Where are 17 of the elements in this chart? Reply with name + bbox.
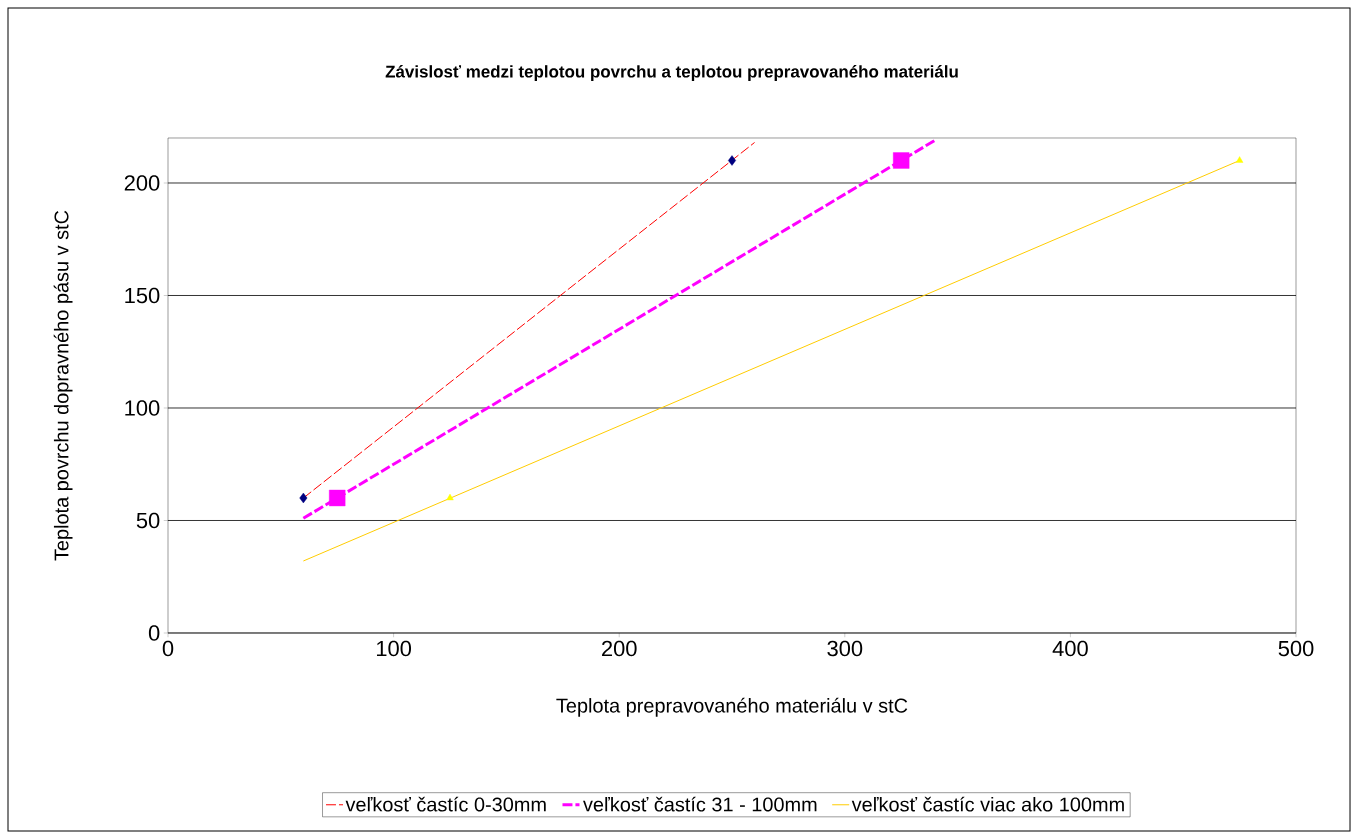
x-tick-label: 400 bbox=[1052, 640, 1088, 657]
y-tick-label: 100 bbox=[125, 400, 160, 416]
x-tick-label: 300 bbox=[827, 640, 863, 657]
y-tick-label: 200 bbox=[124, 175, 160, 191]
x-tick-label: 0 bbox=[162, 640, 174, 657]
y-tick-label: 50 bbox=[136, 512, 160, 529]
y-tick-label: 0 bbox=[148, 625, 160, 641]
chart-title: Závislosť medzi teplotou povrchu a teplotou prepravovaného materiálu bbox=[385, 65, 958, 81]
y-tick-label: 150 bbox=[125, 287, 160, 304]
x-tick-label: 500 bbox=[1278, 640, 1314, 657]
legend-label: veľkosť častíc 0-30mm bbox=[345, 796, 546, 812]
legend-label: veľkosť častíc viac ako 100mm bbox=[851, 796, 1124, 812]
legend-label: veľkosť častíc 31 - 100mm bbox=[583, 796, 817, 812]
x-tick-label: 100 bbox=[376, 640, 412, 657]
y-axis-title: Teplota povrchu dopravného pásu v stC bbox=[53, 210, 73, 561]
x-axis-title: Teplota prepravovaného materiálu v stC bbox=[556, 697, 908, 717]
x-tick-label: 200 bbox=[602, 640, 637, 657]
